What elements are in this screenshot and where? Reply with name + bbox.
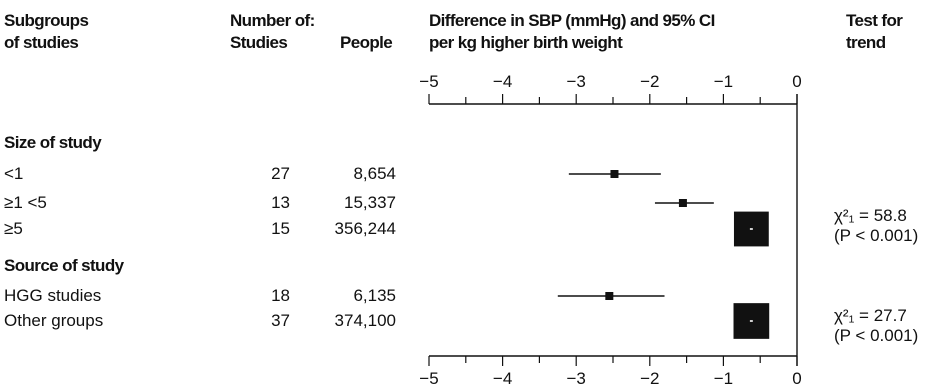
row-people: 6,135 bbox=[353, 286, 396, 305]
top-tick-label: −1 bbox=[714, 72, 733, 91]
top-tick-label: −5 bbox=[419, 72, 438, 91]
header-people: People bbox=[340, 33, 393, 52]
row-label: Other groups bbox=[4, 311, 104, 330]
top-tick-label: −4 bbox=[493, 72, 512, 91]
header-subgroups-line1: Subgroups bbox=[4, 11, 89, 30]
top-tick-label: −3 bbox=[567, 72, 586, 91]
row-people: 374,100 bbox=[334, 311, 396, 330]
row-label: HGG studies bbox=[4, 286, 102, 305]
bottom-tick-label: −3 bbox=[567, 369, 586, 388]
section-title-source: Source of study bbox=[4, 256, 124, 275]
header-trend: Test for trend bbox=[846, 10, 903, 54]
header-number-of: Number of: bbox=[230, 10, 315, 32]
row-studies: 13 bbox=[271, 193, 290, 212]
top-tick-label: −2 bbox=[640, 72, 659, 91]
trend-p-source: (P < 0.001) bbox=[834, 326, 919, 345]
header-trend-line1: Test for bbox=[846, 11, 903, 30]
bottom-tick-label: −5 bbox=[419, 369, 438, 388]
bottom-tick-label: 0 bbox=[792, 369, 801, 388]
header-trend-line2: trend bbox=[846, 33, 886, 52]
row-people: 8,654 bbox=[353, 164, 396, 183]
header-difference-line1: Difference in SBP (mmHg) and 95% CI bbox=[429, 11, 715, 30]
header-number-of-label: Number of: bbox=[230, 11, 315, 30]
row-label: <1 bbox=[4, 164, 24, 183]
trend-stat-source: χ²₁ = 27.7 bbox=[834, 306, 907, 325]
row-studies: 37 bbox=[271, 311, 290, 330]
trend-p-size: (P < 0.001) bbox=[834, 226, 919, 245]
estimate-marker bbox=[610, 170, 619, 178]
header-subgroups: Subgroups of studies bbox=[4, 10, 89, 54]
trend-stat-size: χ²₁ = 58.8 bbox=[834, 206, 907, 225]
bottom-tick-label: −2 bbox=[640, 369, 659, 388]
header-difference-line2: per kg higher birth weight bbox=[429, 33, 623, 52]
header-difference: Difference in SBP (mmHg) and 95% CI per … bbox=[429, 10, 715, 54]
header-studies: Studies bbox=[230, 33, 288, 52]
row-people: 356,244 bbox=[334, 219, 396, 238]
row-people: 15,337 bbox=[344, 193, 396, 212]
bottom-tick-label: −4 bbox=[493, 369, 512, 388]
estimate-marker bbox=[678, 199, 687, 207]
bottom-tick-label: −1 bbox=[714, 369, 733, 388]
header-subgroups-line2: of studies bbox=[4, 33, 79, 52]
section-title-size: Size of study bbox=[4, 133, 102, 152]
row-label: ≥1 <5 bbox=[4, 193, 47, 212]
row-studies: 18 bbox=[271, 286, 290, 305]
row-studies: 15 bbox=[271, 219, 290, 238]
row-label: ≥5 bbox=[4, 219, 23, 238]
top-tick-label: 0 bbox=[792, 72, 801, 91]
estimate-marker bbox=[605, 292, 614, 300]
row-studies: 27 bbox=[271, 164, 290, 183]
